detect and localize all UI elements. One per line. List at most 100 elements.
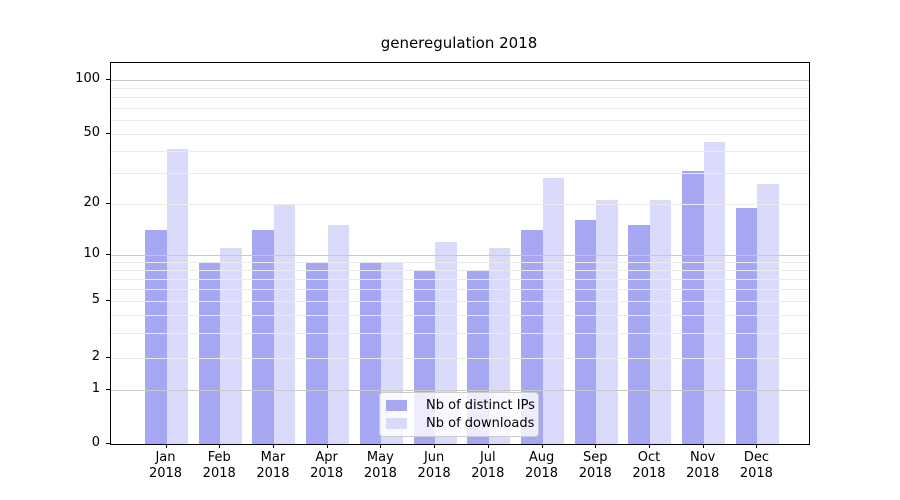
y-tick-label-100: 100 xyxy=(75,71,100,86)
bar-apr-distinct-ips xyxy=(306,261,328,444)
y-tick-label-0: 0 xyxy=(91,435,100,450)
y-tick-mark-100 xyxy=(106,79,110,80)
minor-gridline-40 xyxy=(111,151,809,153)
legend-label-downloads: Nb of downloads xyxy=(426,416,535,431)
x-tick-mark-dec xyxy=(756,444,758,448)
minor-gridline-7 xyxy=(111,278,809,280)
x-tick-month: Apr xyxy=(315,450,338,465)
x-tick-month: Sep xyxy=(582,450,608,465)
minor-gridline-9 xyxy=(111,261,809,263)
major-gridline-100 xyxy=(111,80,809,81)
minor-gridline-70 xyxy=(111,107,809,109)
bar-may-distinct-ips xyxy=(359,261,382,444)
x-tick-month: Nov xyxy=(690,450,716,465)
plot-area xyxy=(110,62,810,445)
x-tick-year: 2018 xyxy=(310,466,344,481)
x-tick-mark-jun xyxy=(434,444,436,448)
bar-feb-downloads xyxy=(220,247,242,444)
minor-gridline-60 xyxy=(111,119,809,121)
x-tick-year: 2018 xyxy=(363,466,397,481)
minor-gridline-6 xyxy=(111,288,809,290)
x-tick-month: Feb xyxy=(207,450,231,465)
legend-swatch-distinct-ips xyxy=(386,400,407,411)
chart-title: generegulation 2018 xyxy=(380,34,538,52)
x-tick-mark-aug xyxy=(541,444,543,448)
minor-gridline-20 xyxy=(111,204,809,205)
x-tick-mark-jan xyxy=(165,444,167,448)
x-tick-year: 2018 xyxy=(417,466,451,481)
bar-dec-downloads xyxy=(757,183,779,444)
minor-gridline-5 xyxy=(111,301,809,302)
y-tick-label-2: 2 xyxy=(91,349,100,364)
x-tick-label-may: May 2018 xyxy=(352,450,408,482)
x-tick-year: 2018 xyxy=(578,466,612,481)
x-tick-month: Jun xyxy=(423,450,445,465)
y-tick-mark-2 xyxy=(106,357,110,358)
bar-sep-downloads xyxy=(596,200,618,444)
x-tick-year: 2018 xyxy=(256,466,290,481)
x-tick-mark-jul xyxy=(487,444,489,448)
x-tick-month: Jan xyxy=(155,450,176,465)
x-tick-mark-apr xyxy=(326,444,328,448)
minor-gridline-30 xyxy=(111,173,809,175)
x-tick-year: 2018 xyxy=(148,466,183,481)
bar-apr-downloads xyxy=(327,225,350,444)
x-tick-month: Jul xyxy=(479,450,496,465)
minor-gridline-3 xyxy=(111,332,809,334)
minor-gridline-90 xyxy=(111,88,809,90)
y-tick-mark-50 xyxy=(106,133,110,134)
minor-gridline-2 xyxy=(111,358,809,359)
x-tick-month: Dec xyxy=(743,450,769,465)
x-tick-mark-may xyxy=(380,444,382,448)
x-tick-month: Oct xyxy=(637,450,661,465)
x-tick-year: 2018 xyxy=(632,466,666,481)
bar-mar-downloads xyxy=(273,204,296,444)
major-gridline-1 xyxy=(111,390,809,391)
bar-aug-downloads xyxy=(542,178,565,444)
bar-sep-distinct-ips xyxy=(574,220,597,444)
x-tick-year: 2018 xyxy=(524,466,559,481)
x-tick-label-mar: Mar 2018 xyxy=(245,450,301,482)
minor-gridline-4 xyxy=(111,314,809,316)
minor-gridline-8 xyxy=(111,269,809,271)
x-tick-mark-nov xyxy=(702,444,704,448)
x-tick-month: Mar xyxy=(260,450,286,465)
x-tick-mark-mar xyxy=(272,444,274,448)
y-tick-mark-20 xyxy=(106,203,110,204)
x-tick-label-jun: Jun 2018 xyxy=(406,450,462,482)
legend-row-distinct-ips: Nb of distinct IPs xyxy=(386,398,538,413)
x-tick-mark-sep xyxy=(595,444,597,448)
x-tick-year: 2018 xyxy=(471,466,505,481)
x-tick-label-apr: Apr 2018 xyxy=(299,450,355,482)
x-tick-label-dec: Dec 2018 xyxy=(728,450,784,482)
bar-oct-distinct-ips xyxy=(628,225,650,444)
minor-gridline-80 xyxy=(111,97,809,99)
x-tick-label-aug: Aug 2018 xyxy=(514,450,570,482)
y-tick-mark-0 xyxy=(106,443,110,444)
legend-swatch-downloads xyxy=(386,418,407,429)
legend: Nb of distinct IPs Nb of downloads xyxy=(379,392,539,437)
x-tick-label-feb: Feb 2018 xyxy=(191,450,247,482)
bar-feb-distinct-ips xyxy=(198,261,221,444)
x-tick-label-oct: Oct 2018 xyxy=(621,450,677,482)
x-tick-year: 2018 xyxy=(739,466,773,481)
minor-gridline-50 xyxy=(111,134,809,135)
y-tick-mark-1 xyxy=(106,389,110,390)
y-tick-label-1: 1 xyxy=(91,381,100,396)
bar-jan-downloads xyxy=(166,149,188,444)
x-tick-year: 2018 xyxy=(202,466,236,481)
x-tick-label-nov: Nov 2018 xyxy=(675,450,731,482)
bar-oct-downloads xyxy=(649,200,672,444)
x-tick-label-jul: Jul 2018 xyxy=(460,450,516,482)
y-tick-mark-5 xyxy=(106,300,110,301)
bar-nov-downloads xyxy=(703,142,726,444)
y-tick-label-20: 20 xyxy=(83,195,100,210)
x-tick-mark-feb xyxy=(219,444,221,448)
legend-row-downloads: Nb of downloads xyxy=(386,416,538,431)
y-tick-label-5: 5 xyxy=(91,292,100,307)
x-tick-month: Aug xyxy=(528,450,555,465)
x-tick-label-sep: Sep 2018 xyxy=(567,450,623,482)
bar-dec-distinct-ips xyxy=(735,207,758,444)
bar-nov-distinct-ips xyxy=(682,170,704,444)
x-tick-mark-oct xyxy=(648,444,650,448)
